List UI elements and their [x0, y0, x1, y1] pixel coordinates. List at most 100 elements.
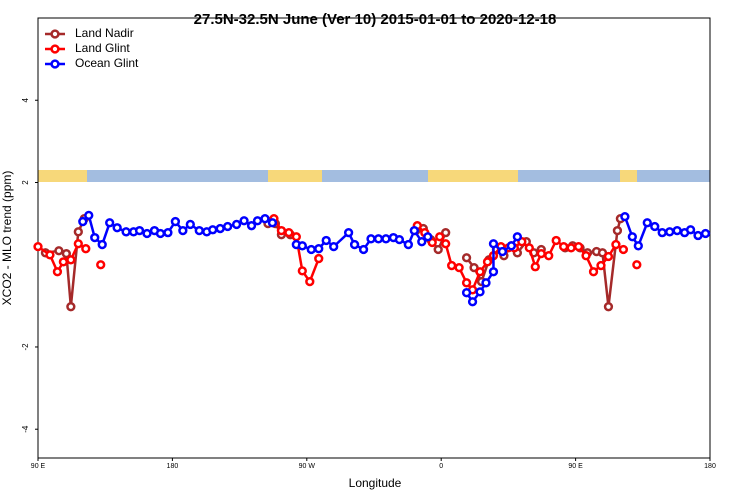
data-point: [672, 225, 682, 236]
data-point: [231, 219, 242, 230]
legend-label: Land Nadir: [75, 26, 134, 40]
data-point: [78, 216, 88, 227]
map-strip: [38, 170, 710, 182]
data-point: [612, 225, 623, 236]
data-point: [73, 239, 83, 249]
data-point: [544, 251, 554, 261]
data-point: [61, 248, 72, 259]
data-point: [642, 218, 652, 228]
data-point: [566, 243, 576, 253]
data-point: [284, 228, 294, 238]
data-point: [121, 227, 131, 237]
y-axis-label: XCO2 - MLO trend (ppm): [0, 171, 14, 306]
data-point: [112, 223, 122, 233]
data-point: [73, 227, 83, 237]
data-point: [276, 225, 287, 236]
data-point: [403, 239, 413, 250]
data-point: [142, 228, 152, 239]
data-point: [454, 262, 464, 273]
data-point: [536, 248, 546, 259]
data-point: [81, 244, 91, 254]
data-point: [314, 244, 324, 254]
data-point: [54, 246, 64, 256]
data-point: [223, 221, 233, 232]
data-point: [267, 218, 278, 228]
data-point: [373, 234, 384, 244]
data-point: [409, 225, 419, 236]
data-point: [627, 232, 637, 242]
data-point: [596, 260, 606, 271]
data-point: [512, 232, 523, 242]
data-point: [488, 267, 499, 277]
data-point: [329, 241, 339, 252]
data-point: [657, 228, 667, 238]
data-point: [633, 241, 643, 251]
legend-marker: [50, 44, 60, 54]
data-point: [581, 251, 591, 261]
data-point: [524, 243, 534, 253]
data-point: [461, 253, 472, 263]
data-point: [482, 257, 493, 267]
data-point: [358, 244, 369, 255]
data-point: [603, 251, 614, 262]
data-point: [632, 260, 642, 270]
data-point: [488, 239, 499, 249]
data-point: [551, 235, 561, 246]
x-tick-label: 90 E: [568, 463, 583, 470]
data-point: [239, 216, 249, 226]
data-point: [260, 214, 270, 224]
data-point: [155, 228, 166, 239]
data-point: [66, 302, 76, 312]
data-point: [163, 228, 173, 238]
y-tick-label: -2: [21, 343, 30, 351]
data-point: [215, 223, 225, 234]
data-point: [467, 297, 478, 307]
data-point: [52, 267, 63, 277]
x-axis-label: Longitude: [349, 476, 402, 490]
data-point: [700, 228, 711, 239]
data-point: [559, 241, 569, 252]
plot-frame: [37, 17, 711, 459]
data-point: [394, 234, 405, 245]
data-point: [105, 218, 115, 228]
data-point: [321, 235, 331, 246]
data-point: [611, 239, 621, 250]
data-point: [481, 278, 491, 288]
data-point: [246, 221, 257, 231]
data-point: [497, 246, 508, 257]
x-tick-label: 90 E: [31, 463, 46, 470]
data-point: [134, 225, 145, 236]
data-point: [573, 241, 584, 252]
data-point: [650, 221, 660, 232]
legend-label: Ocean Glint: [75, 56, 139, 70]
data-point: [33, 241, 43, 252]
data-point: [170, 216, 181, 227]
data-point: [603, 302, 614, 312]
data-point: [305, 276, 315, 287]
x-tick-label: 0: [439, 463, 443, 470]
chart-title: 27.5N-32.5N June (Ver 10) 2015-01-01 to …: [194, 11, 557, 28]
x-tick-label: 90 W: [299, 463, 316, 470]
data-point: [343, 228, 354, 238]
data-point: [314, 253, 324, 264]
data-point: [96, 260, 106, 270]
data-point: [194, 225, 204, 236]
data-point: [433, 244, 443, 255]
data-point: [58, 257, 69, 267]
data-point: [469, 262, 479, 273]
data-point: [435, 232, 445, 242]
data-point: [178, 225, 188, 236]
data-point: [427, 237, 437, 248]
data-point: [381, 234, 391, 244]
data-point: [693, 230, 703, 241]
data-point: [588, 267, 599, 277]
legend-marker: [50, 29, 60, 39]
data-point: [291, 232, 301, 242]
legend-label: Land Glint: [75, 41, 130, 55]
data-point: [665, 227, 675, 237]
data-point: [297, 266, 307, 276]
data-point: [685, 225, 696, 235]
data-point: [84, 210, 94, 221]
x-tick-label: 180: [167, 463, 179, 470]
legend-marker: [50, 59, 60, 69]
